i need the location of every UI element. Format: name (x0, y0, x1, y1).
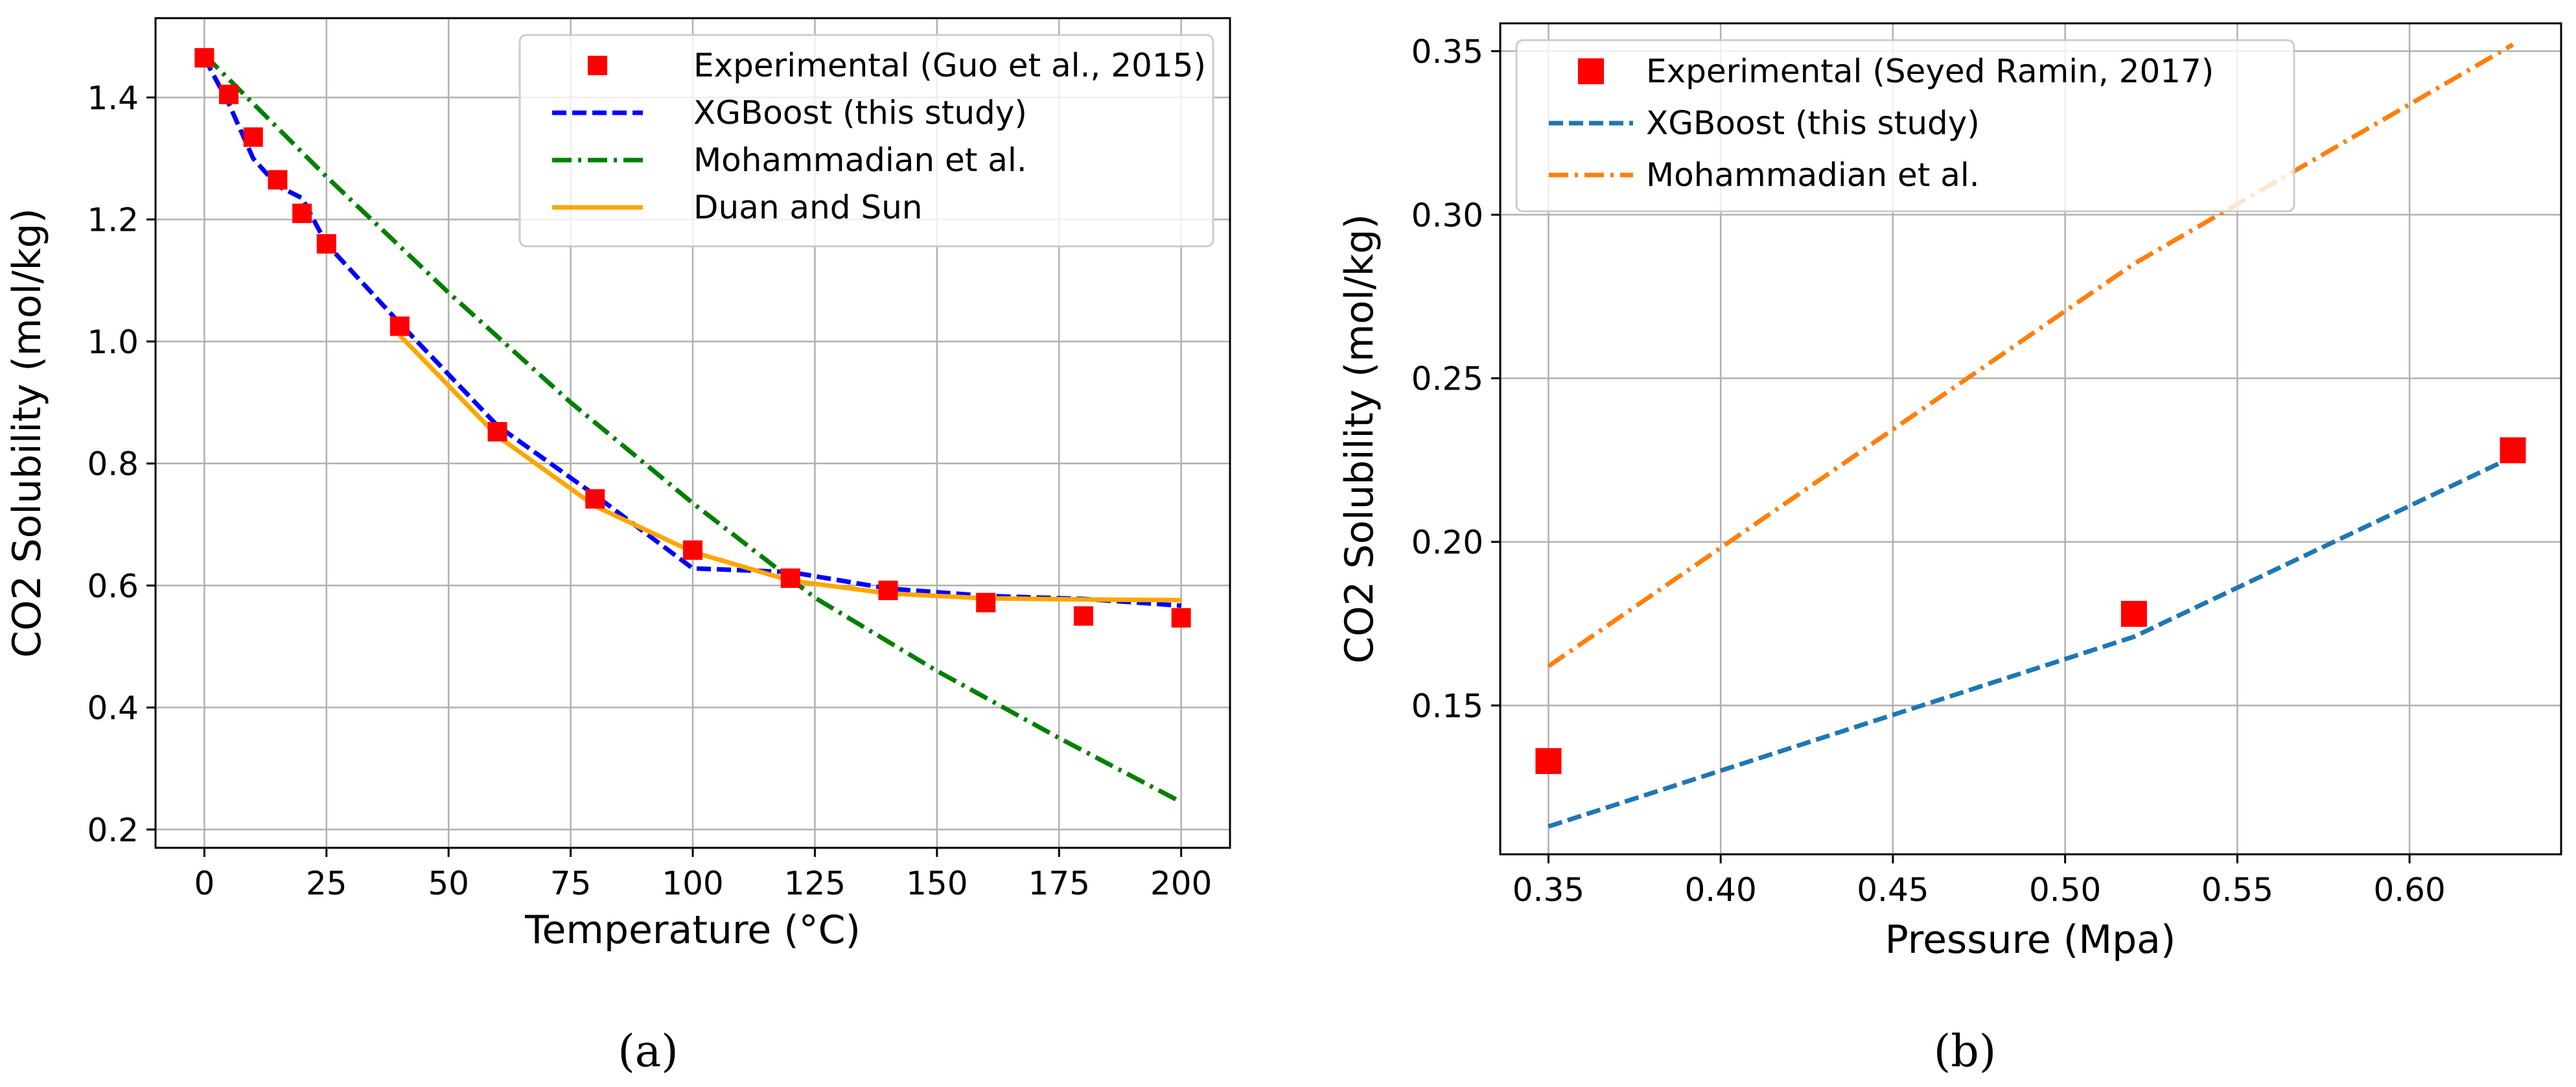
series-line-xgboost-this-study-a (202, 56, 1181, 608)
y-tick-label: 1.2 (87, 202, 139, 239)
plot-frame-b (1499, 22, 2562, 856)
data-point-a (487, 422, 507, 442)
x-tick-label: 0.45 (1857, 871, 1929, 909)
data-point-a (1171, 608, 1191, 628)
data-point-a (316, 234, 336, 254)
data-point-a (389, 316, 410, 336)
x-tick-label: 0.60 (2373, 871, 2445, 909)
data-point-b (2120, 601, 2147, 627)
data-point-a (292, 204, 312, 224)
x-tick-label: 0.50 (2029, 871, 2101, 909)
x-tick-label: 0 (194, 865, 215, 902)
legend-marker (588, 56, 607, 75)
data-point-a (268, 170, 288, 190)
x-tick-label: 100 (662, 865, 723, 902)
y-tick-label: 1.4 (87, 79, 139, 117)
data-point-a (780, 568, 800, 588)
y-axis-label-a: CO2 Solubility (mol/kg) (5, 208, 50, 658)
legend-label: Mohammadian et al. (1646, 156, 1980, 194)
series-line-mohammadian-et-al-a (202, 53, 1183, 804)
series-line-duan-and-sun-a (398, 333, 1181, 603)
y-tick-label: 0.8 (87, 445, 139, 483)
data-point-a (976, 592, 996, 613)
legend-label: XGBoost (this study) (693, 94, 1027, 132)
x-tick-label: 25 (306, 865, 347, 902)
y-tick-label: 0.15 (1411, 687, 1483, 725)
legend-b: Experimental (Seyed Ramin, 2017) XGBoost … (1515, 39, 2295, 213)
data-point-a (219, 84, 239, 104)
data-point-a (1073, 606, 1093, 626)
data-point-a (243, 127, 263, 147)
series-line-mohammadian-et-al-b (1547, 42, 2514, 668)
y-tick-label: 1.0 (87, 323, 139, 361)
ticks-b: 0.35 0.40 0.45 0.50 0.55 0.60 0.15 0.20 0.25 0.30… (1411, 33, 2446, 909)
legend-box (518, 34, 1214, 248)
legend-label: Experimental (Guo et al., 2015) (693, 47, 1206, 84)
data-point-b (1535, 748, 1562, 775)
y-tick-label: 0.25 (1411, 360, 1483, 398)
x-axis-label-b: Pressure (Mpa) (1885, 917, 2176, 963)
legend-label: XGBoost (this study) (1646, 104, 1980, 142)
caption-a: (a) (618, 1026, 679, 1077)
y-tick-label: 0.30 (1411, 196, 1483, 234)
y-tick-label: 0.2 (87, 812, 139, 849)
data-point-a (194, 48, 215, 68)
x-tick-label: 175 (1028, 865, 1090, 902)
x-tick-label: 0.40 (1684, 871, 1756, 909)
y-tick-label: 0.35 (1411, 33, 1483, 71)
x-tick-label: 50 (428, 865, 469, 902)
legend-label: Mohammadian et al. (693, 141, 1027, 179)
x-tick-label: 125 (784, 865, 846, 902)
legend-box (1515, 39, 2295, 213)
legend-a: Experimental (Guo et al., 2015) XGBoost (… (518, 34, 1214, 248)
chart-b: 0.35 0.40 0.45 0.50 0.55 0.60 0.15 0.20 0.25 0.30… (1337, 22, 2562, 1077)
ticks-a: 0 25 50 75 100 125 150 175 200 0.2 0.4 0.6 0.8 1.0 1.2… (87, 79, 1212, 902)
legend-marker (1578, 58, 1604, 84)
data-point-b (2500, 437, 2526, 463)
chart-a: 0 25 50 75 100 125 150 175 200 0.2 0.4 0.6 0.8 1.0 1.2… (5, 17, 1231, 1077)
y-tick-label: 0.6 (87, 567, 139, 605)
x-tick-label: 75 (550, 865, 592, 902)
x-axis-label-a: Temperature (°C) (524, 907, 861, 953)
caption-b: (b) (1934, 1026, 1997, 1077)
y-tick-label: 0.4 (87, 690, 139, 727)
x-tick-label: 150 (906, 865, 968, 902)
data-point-a (683, 540, 702, 560)
series-line-xgboost-this-study-b (1548, 454, 2514, 829)
series-layer-b (1535, 42, 2526, 829)
x-tick-label: 0.35 (1513, 871, 1584, 909)
y-axis-label-b: CO2 Solubility (mol/kg) (1337, 214, 1382, 664)
series-layer-a (194, 48, 1191, 804)
legend-label: Duan and Sun (693, 189, 923, 226)
y-tick-label: 0.20 (1411, 524, 1483, 561)
x-tick-label: 200 (1150, 865, 1212, 902)
data-point-a (585, 489, 605, 509)
data-point-a (878, 580, 898, 600)
legend-label: Experimental (Seyed Ramin, 2017) (1646, 53, 2214, 90)
x-tick-label: 0.55 (2201, 871, 2273, 909)
